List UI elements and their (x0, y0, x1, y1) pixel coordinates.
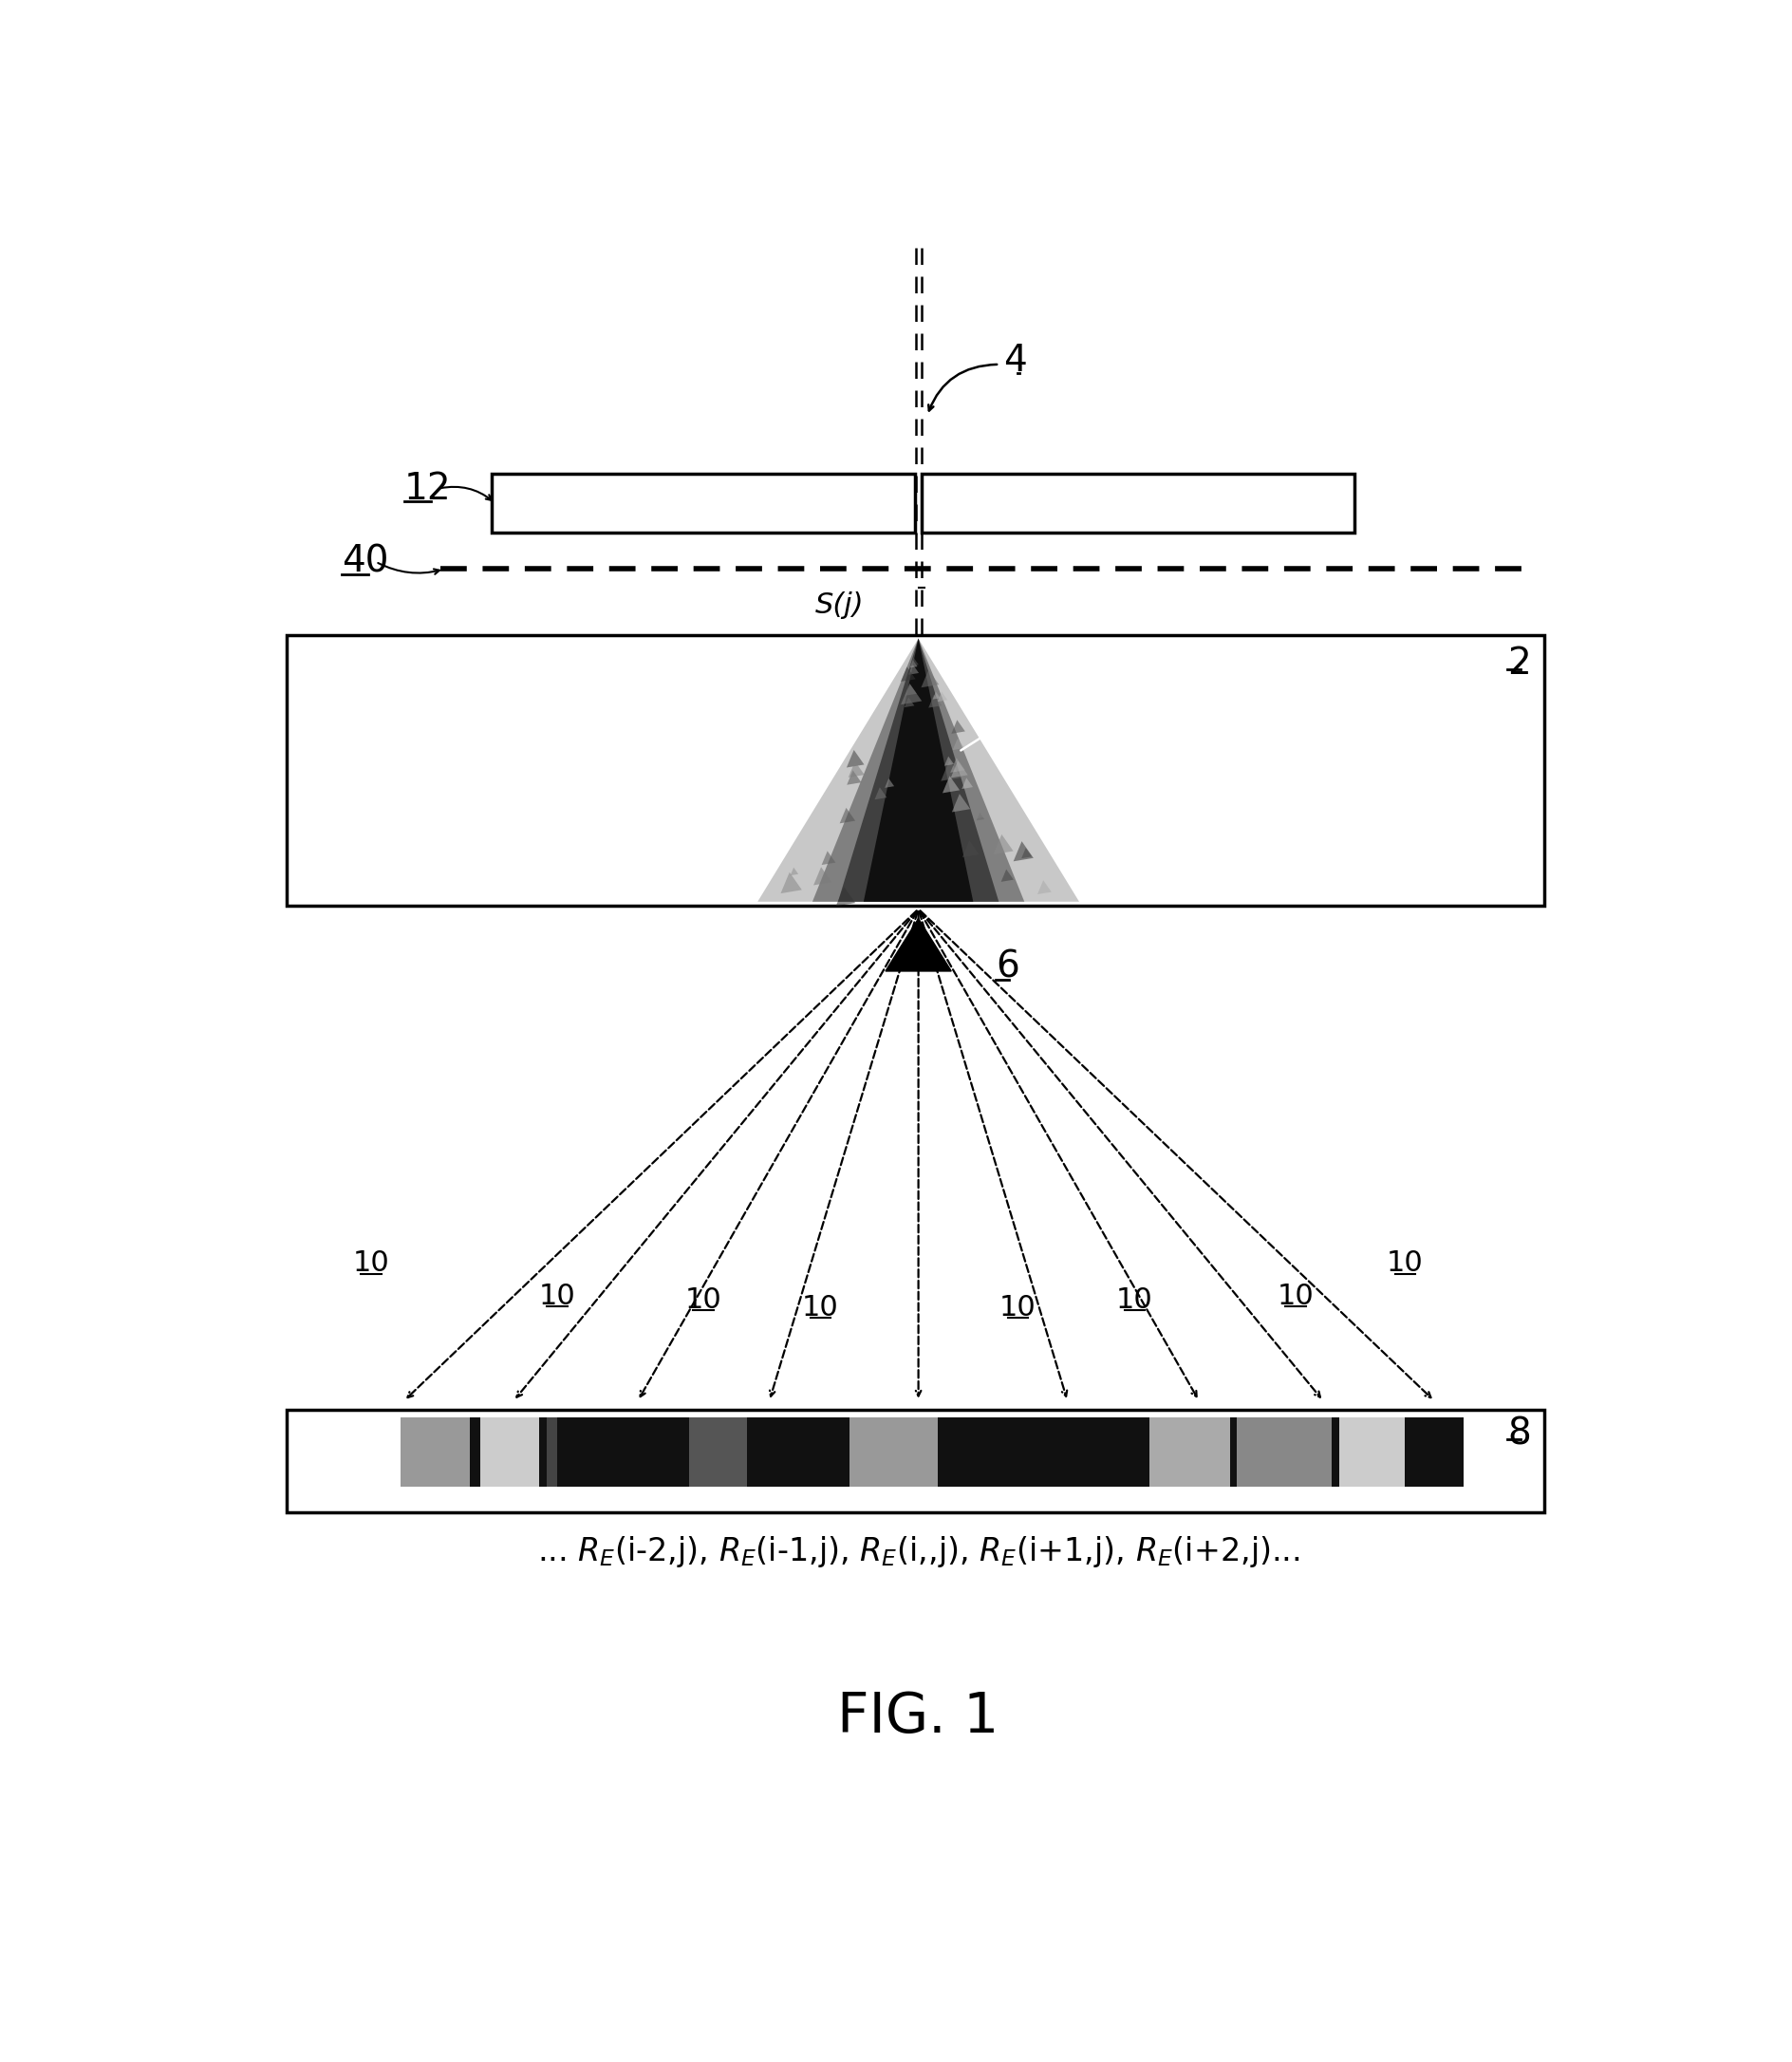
Bar (937, 1417, 1142, 1487)
Polygon shape (835, 887, 855, 905)
Bar (470, 1417, 480, 1487)
Text: 10: 10 (353, 1250, 389, 1276)
Polygon shape (814, 866, 831, 885)
Polygon shape (962, 777, 973, 790)
Polygon shape (952, 720, 966, 734)
Bar (547, 1417, 557, 1487)
Bar (287, 635, 1545, 905)
Polygon shape (1014, 841, 1034, 862)
Polygon shape (944, 757, 953, 765)
Polygon shape (1021, 847, 1032, 858)
Polygon shape (848, 761, 864, 777)
Polygon shape (953, 738, 964, 751)
Bar (849, 1417, 937, 1487)
Polygon shape (932, 693, 941, 699)
Polygon shape (1002, 870, 1014, 883)
Bar (557, 1417, 688, 1487)
Polygon shape (910, 660, 918, 668)
Polygon shape (839, 639, 998, 901)
Text: 10: 10 (1000, 1293, 1036, 1322)
Polygon shape (840, 808, 855, 823)
Polygon shape (781, 872, 801, 893)
Polygon shape (928, 695, 943, 707)
Polygon shape (910, 658, 919, 666)
Polygon shape (790, 868, 799, 876)
Text: S(j): S(j) (815, 592, 864, 619)
Text: 4: 4 (1004, 342, 1027, 379)
Text: FIG. 1: FIG. 1 (837, 1689, 1000, 1744)
Bar (480, 1417, 539, 1487)
Bar (923, 474, 1355, 532)
Bar (842, 1417, 849, 1487)
Text: ... $R_E$(i-2,j), $R_E$(i-1,j), $R_E$(i,,j), $R_E$(i+1,j), $R_E$(i+2,j)...: ... $R_E$(i-2,j), $R_E$(i-1,j), $R_E$(i,… (538, 1534, 1299, 1569)
Text: 10: 10 (1278, 1283, 1314, 1309)
Bar (1405, 1417, 1464, 1487)
Polygon shape (962, 841, 978, 858)
Polygon shape (952, 761, 968, 777)
Polygon shape (909, 664, 919, 674)
Polygon shape (950, 759, 966, 773)
Polygon shape (937, 691, 948, 701)
Polygon shape (943, 775, 961, 794)
Polygon shape (821, 852, 835, 864)
Bar (539, 1417, 547, 1487)
Polygon shape (864, 639, 973, 901)
Polygon shape (901, 666, 916, 683)
Text: 10: 10 (803, 1293, 839, 1322)
Polygon shape (885, 777, 894, 788)
Bar (400, 1417, 1430, 1487)
Text: 40: 40 (342, 544, 389, 579)
Polygon shape (901, 685, 921, 705)
Polygon shape (977, 812, 984, 821)
Polygon shape (758, 639, 1079, 901)
Bar (1229, 1417, 1236, 1487)
Bar (287, 1410, 1545, 1511)
Bar (1142, 1417, 1149, 1487)
Polygon shape (975, 808, 986, 819)
Polygon shape (874, 788, 887, 800)
Text: 10: 10 (685, 1287, 722, 1313)
Text: 12: 12 (403, 470, 452, 507)
Polygon shape (952, 794, 969, 812)
Polygon shape (848, 771, 862, 786)
Polygon shape (885, 918, 952, 971)
Text: $R_P(i,j)$: $R_P(i,j)$ (1018, 697, 1111, 732)
Bar (491, 474, 914, 532)
Text: 2: 2 (1507, 645, 1530, 683)
Bar (688, 1417, 747, 1487)
Bar (747, 1417, 754, 1487)
Text: 10: 10 (539, 1283, 575, 1309)
Text: 6: 6 (996, 949, 1020, 986)
Text: 10: 10 (1116, 1287, 1152, 1313)
Bar (754, 1417, 842, 1487)
Polygon shape (905, 685, 918, 695)
Polygon shape (993, 835, 1012, 854)
Bar (400, 1417, 470, 1487)
Polygon shape (905, 697, 914, 707)
Bar (1331, 1417, 1339, 1487)
Bar (1149, 1417, 1229, 1487)
Polygon shape (941, 761, 962, 781)
Polygon shape (921, 670, 939, 687)
Polygon shape (846, 751, 864, 767)
Bar (1236, 1417, 1331, 1487)
Polygon shape (1038, 880, 1052, 895)
Text: 10: 10 (1387, 1250, 1423, 1276)
Text: 8: 8 (1507, 1417, 1530, 1452)
Polygon shape (812, 639, 1025, 901)
Bar (1339, 1417, 1405, 1487)
